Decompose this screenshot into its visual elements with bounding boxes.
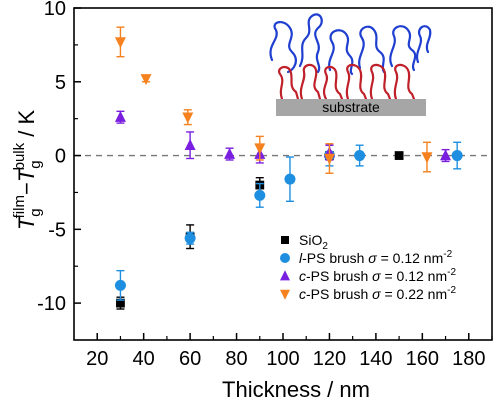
x-tick-label: 160 <box>406 348 439 370</box>
red-brush-chain <box>278 65 300 101</box>
y-tick-label: 10 <box>44 0 66 20</box>
red-brush-chain <box>299 63 322 101</box>
x-tick-label: 100 <box>266 348 299 370</box>
data-point <box>184 232 196 244</box>
data-point <box>114 110 126 122</box>
blue-brush-chain <box>298 13 323 74</box>
red-brush-chain <box>345 63 368 101</box>
blue-brush-chain <box>269 21 297 74</box>
y-tick-label: 0 <box>55 146 66 168</box>
legend-marker <box>281 236 289 244</box>
legend-marker <box>280 270 290 281</box>
red-brush-chain <box>393 63 416 101</box>
x-tick-label: 40 <box>133 348 155 370</box>
inset-schematic: substrate <box>269 13 432 116</box>
red-brush-chain <box>369 63 392 101</box>
data-point <box>421 152 433 164</box>
data-point <box>354 150 366 162</box>
data-point <box>451 150 463 162</box>
data-point <box>224 147 236 159</box>
legend-label: SiO2 <box>299 232 328 252</box>
legend-marker <box>280 253 290 263</box>
data-point <box>140 74 152 86</box>
x-tick-label: 80 <box>225 348 247 370</box>
data-point <box>284 173 296 185</box>
x-axis-label: Thickness / nm <box>222 377 370 402</box>
y-tick-label: -5 <box>48 219 66 241</box>
x-tick-label: 140 <box>359 348 392 370</box>
red-brush-chain <box>322 65 344 101</box>
x-tick-label: 60 <box>179 348 201 370</box>
data-point <box>184 138 196 150</box>
legend-marker <box>280 289 290 300</box>
blue-brush-chain <box>328 29 354 76</box>
y-tick-label: 5 <box>55 72 66 94</box>
data-point <box>323 153 335 165</box>
substrate-block <box>276 99 426 116</box>
blue-brush-chain <box>358 25 386 74</box>
x-tick-label: 120 <box>313 348 346 370</box>
x-tick-label: 20 <box>86 348 108 370</box>
legend-label: l-PS brush σ = 0.12 nm-2 <box>299 249 453 266</box>
data-point <box>394 151 404 160</box>
legend-label: c-PS brush σ = 0.22 nm-2 <box>299 285 456 302</box>
y-axis-label: Tgfilm−Tgbulk / K <box>11 110 44 231</box>
data-point <box>114 37 126 49</box>
data-point <box>254 189 266 201</box>
substrate-label: substrate <box>322 99 380 115</box>
data-point <box>114 279 126 291</box>
data-point <box>254 143 266 155</box>
data-point <box>116 298 125 308</box>
legend-label: c-PS brush σ = 0.12 nm-2 <box>299 267 456 284</box>
data-point <box>440 149 452 161</box>
x-tick-label: 180 <box>452 348 485 370</box>
data-point <box>182 112 194 124</box>
series-3 <box>114 26 433 174</box>
y-tick-label: -10 <box>37 293 66 315</box>
blue-brush-chain <box>389 25 417 72</box>
blue-brush-chain <box>416 25 432 64</box>
